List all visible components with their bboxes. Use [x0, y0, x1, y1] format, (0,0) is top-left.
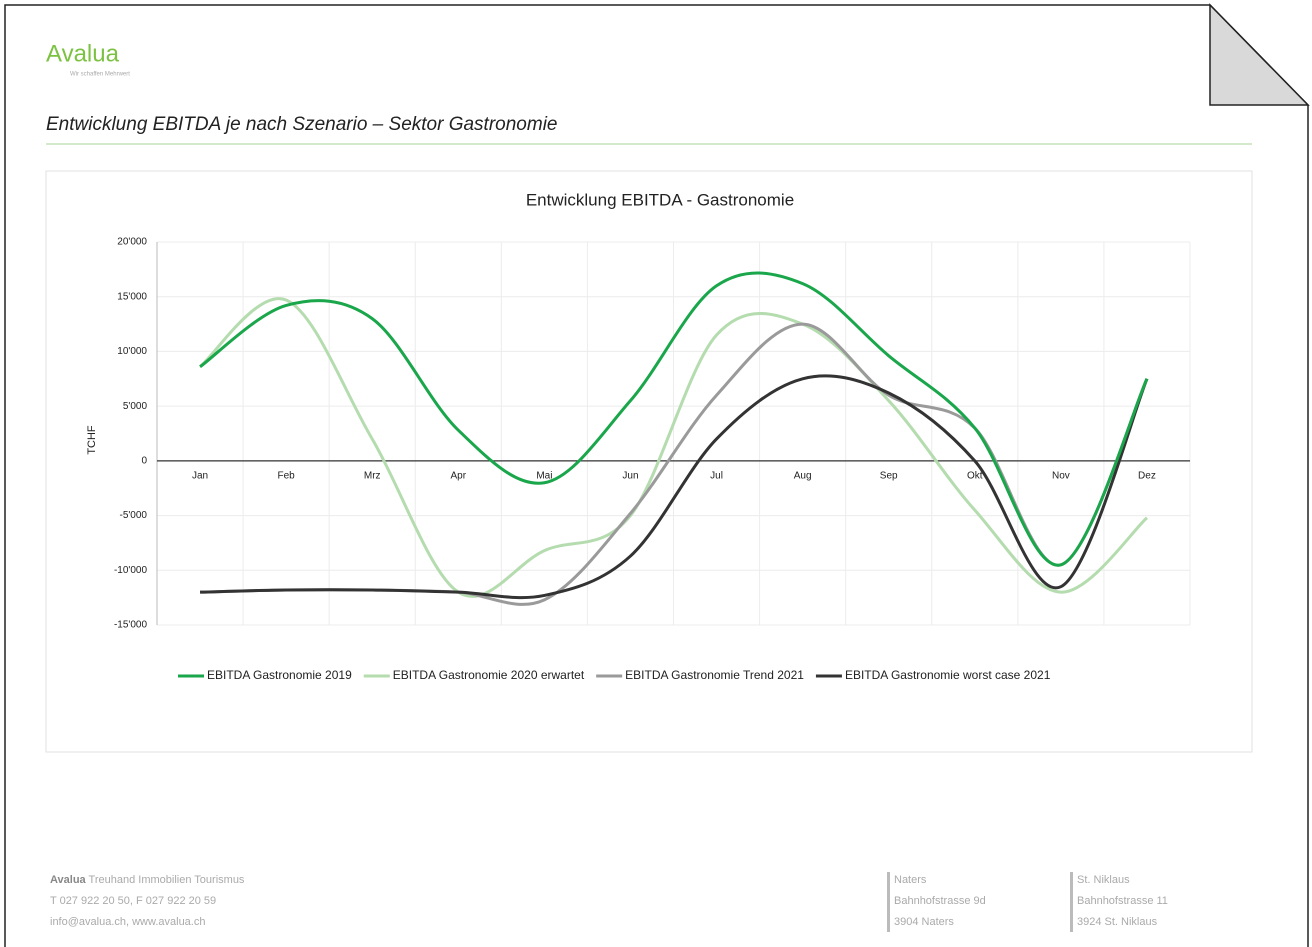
x-tick-label: Aug — [794, 470, 812, 481]
office-line: St. Niklaus — [1077, 874, 1130, 886]
x-tick-label: Jul — [710, 470, 723, 481]
tagline: Wir schaffen Mehrwert — [70, 72, 130, 78]
y-tick-label: -5'000 — [120, 510, 148, 521]
legend-label: EBITDA Gastronomie 2019 — [207, 668, 352, 682]
x-tick-label: Apr — [451, 470, 467, 481]
y-tick-label: 0 — [141, 455, 147, 466]
series-line — [199, 271, 1149, 567]
footer-web: info@avalua.ch, www.avalua.ch — [50, 916, 205, 928]
x-tick-label: Mrz — [364, 470, 381, 481]
chart-title: Entwicklung EBITDA - Gastronomie — [526, 190, 794, 209]
office-line: 3924 St. Niklaus — [1077, 916, 1158, 928]
legend-label: EBITDA Gastronomie Trend 2021 — [625, 668, 804, 682]
x-tick-label: Sep — [880, 470, 898, 481]
office-bar — [1070, 872, 1073, 932]
page-fold — [1209, 3, 1310, 106]
series-line — [199, 297, 1148, 598]
y-tick-label: -15'000 — [114, 620, 147, 631]
chart-frame — [45, 170, 1253, 753]
office-line: Bahnhofstrasse 11 — [1077, 895, 1168, 907]
footer-company: Avalua Treuhand Immobilien Tourismus — [50, 874, 245, 886]
y-tick-label: -10'000 — [114, 565, 147, 576]
x-tick-label: Jun — [622, 470, 638, 481]
y-tick-label: 15'000 — [117, 291, 147, 302]
y-tick-label: 5'000 — [123, 401, 148, 412]
legend-label: EBITDA Gastronomie 2020 erwartet — [393, 668, 585, 682]
office-bar — [887, 872, 890, 932]
x-tick-label: Okt — [967, 470, 983, 481]
series-line — [200, 374, 1149, 600]
company-name: Avalua — [50, 874, 87, 886]
x-tick-label: Nov — [1052, 470, 1070, 481]
office-line: Naters — [894, 874, 927, 886]
office-line: Bahnhofstrasse 9d — [894, 895, 986, 907]
x-tick-label: Feb — [278, 470, 296, 481]
company-tagline: Treuhand Immobilien Tourismus — [89, 874, 245, 886]
x-tick-label: Jan — [192, 470, 208, 481]
y-axis-label: TCHF — [86, 425, 98, 455]
logo: Avalua — [46, 40, 120, 67]
y-tick-label: 20'000 — [117, 237, 147, 248]
x-tick-label: Dez — [1138, 470, 1156, 481]
x-tick-label: Mai — [536, 470, 552, 481]
legend-label: EBITDA Gastronomie worst case 2021 — [845, 668, 1051, 682]
office-line: 3904 Naters — [894, 916, 954, 928]
footer-phone: T 027 922 20 50, F 027 922 20 59 — [50, 895, 216, 907]
y-tick-label: 10'000 — [117, 346, 147, 357]
heading: Entwicklung EBITDA je nach Szenario – Se… — [46, 114, 557, 135]
